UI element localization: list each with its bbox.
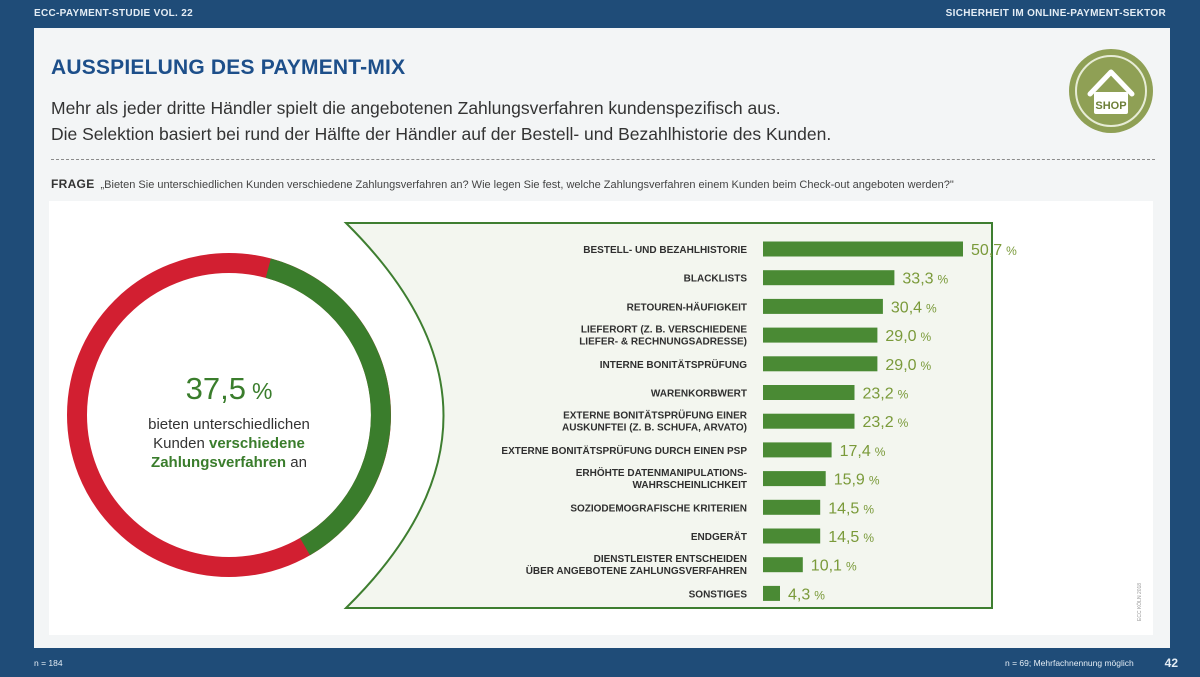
value-label-8: 15,9% bbox=[834, 472, 880, 489]
side-note: ECC KÖLN 2018 bbox=[1136, 583, 1143, 621]
category-label-1: BLACKLISTS bbox=[684, 274, 748, 285]
top-bar: ECC-PAYMENT-STUDIE VOL. 22 SICHERHEIT IM… bbox=[0, 0, 1200, 28]
bar-9 bbox=[763, 499, 821, 515]
subtitle-line-1: Mehr als jeder dritte Händler spielt die… bbox=[51, 98, 781, 118]
bar-2 bbox=[763, 298, 883, 314]
category-label-6-1: AUSKUNFTEI (Z. B. SCHUFA, ARVATO) bbox=[562, 423, 747, 434]
value-label-5: 23,2% bbox=[863, 386, 909, 403]
value-label-12: 4,3% bbox=[788, 586, 825, 603]
category-label-11-0: DIENSTLEISTER ENTSCHEIDEN bbox=[594, 554, 747, 565]
bar-6 bbox=[763, 413, 855, 429]
category-label-8-0: ERHÖHTE DATENMANIPULATIONS- bbox=[576, 466, 747, 479]
shop-badge-icon: SHOP bbox=[1069, 49, 1153, 133]
category-label-7: EXTERNE BONITÄTSPRÜFUNG DURCH EINEN PSP bbox=[501, 444, 747, 457]
value-label-4: 29,0% bbox=[885, 357, 931, 374]
category-label-6-0: EXTERNE BONITÄTSPRÜFUNG EINER bbox=[563, 409, 748, 422]
category-label-3-1: LIEFER- & RECHNUNGSADRESSE) bbox=[579, 337, 747, 348]
category-label-8-1: WAHRSCHEINLICHKEIT bbox=[633, 480, 747, 491]
category-label-4: INTERNE BONITÄTSPRÜFUNG bbox=[600, 358, 747, 371]
value-label-1: 33,3% bbox=[902, 271, 948, 288]
value-label-11: 10,1% bbox=[811, 558, 857, 575]
chart: 37,5% bieten unterschiedlichen Kunden ve… bbox=[67, 222, 1143, 621]
category-label-2: RETOUREN-HÄUFIGKEIT bbox=[627, 300, 747, 313]
donut-text-2: Kunden verschiedene bbox=[153, 435, 305, 452]
chart-panel: 37,5% bieten unterschiedlichen Kunden ve… bbox=[49, 201, 1153, 635]
question-text: „Bieten Sie unterschiedlichen Kunden ver… bbox=[100, 179, 954, 191]
value-label-3: 29,0% bbox=[885, 328, 931, 345]
donut-text-3: Zahlungsverfahren an bbox=[151, 454, 307, 471]
value-label-2: 30,4% bbox=[891, 299, 937, 316]
page-title: AUSSPIELUNG DES PAYMENT-MIX bbox=[51, 56, 406, 79]
page-number: 42 bbox=[1164, 656, 1178, 670]
donut-value: 37,5% bbox=[186, 371, 273, 406]
category-label-3-0: LIEFERORT (Z. B. VERSCHIEDENE bbox=[581, 325, 747, 336]
value-label-7: 17,4% bbox=[840, 443, 886, 460]
value-label-6: 23,2% bbox=[863, 414, 909, 431]
category-label-5: WARENKORBWERT bbox=[651, 389, 747, 400]
donut-segment-yes bbox=[265, 258, 391, 556]
bar-series: BESTELL- UND BEZAHLHISTORIE 50,7 % BLACKLIS… bbox=[501, 241, 1017, 603]
category-label-0: BESTELL- UND BEZAHLHISTORIE bbox=[583, 245, 747, 256]
bar-1 bbox=[763, 270, 895, 286]
donut-text-1: bieten unterschiedlichen bbox=[148, 416, 310, 433]
bar-4 bbox=[763, 356, 878, 372]
header-right: SICHERHEIT IM ONLINE-PAYMENT-SEKTOR bbox=[945, 8, 1166, 19]
bar-8 bbox=[763, 471, 826, 487]
category-label-11-1: ÜBER ANGEBOTENE ZAHLUNGSVERFAHREN bbox=[526, 564, 747, 577]
question-label: FRAGE bbox=[51, 177, 95, 191]
bar-12 bbox=[763, 585, 780, 601]
question-line: FRAGE „Bieten Sie unterschiedlichen Kunde… bbox=[51, 177, 954, 191]
bars-background-shape bbox=[343, 222, 993, 609]
bar-10 bbox=[763, 528, 821, 544]
shop-label: SHOP bbox=[1095, 100, 1126, 112]
bar-0 bbox=[763, 241, 963, 257]
divider bbox=[51, 159, 1155, 160]
footer-left: n = 184 bbox=[34, 658, 63, 668]
value-label-10: 14,5% bbox=[828, 529, 874, 546]
category-label-10: ENDGERÄT bbox=[691, 530, 747, 543]
category-label-12: SONSTIGES bbox=[689, 589, 748, 600]
value-label-9: 14,5% bbox=[828, 500, 874, 517]
header-left: ECC-PAYMENT-STUDIE VOL. 22 bbox=[34, 8, 193, 19]
subtitle-line-2: Die Selektion basiert bei rund der Hälft… bbox=[51, 124, 832, 144]
bar-3 bbox=[763, 327, 878, 343]
bar-5 bbox=[763, 385, 855, 400]
content-card: AUSSPIELUNG DES PAYMENT-MIX Mehr als jed… bbox=[34, 28, 1170, 648]
bar-7 bbox=[763, 442, 832, 458]
bar-11 bbox=[763, 557, 803, 573]
category-label-9: SOZIODEMOGRAFISCHE KRITERIEN bbox=[570, 503, 747, 514]
value-label-0: 50,7% bbox=[971, 242, 1017, 259]
donut-hole bbox=[88, 274, 370, 556]
footer-right: n = 69; Mehrfachnennung möglich bbox=[1005, 658, 1134, 668]
